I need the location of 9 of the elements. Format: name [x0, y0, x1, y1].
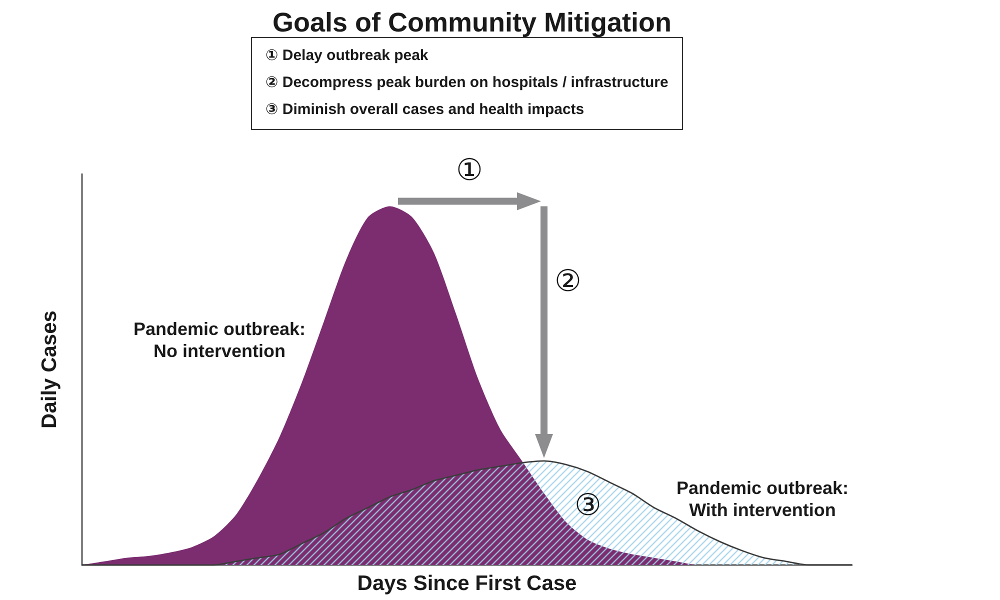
- series-label: Pandemic outbreak: No intervention: [132, 318, 307, 362]
- text: ①: [456, 153, 483, 188]
- text-frame: ① Delay outbreak peak ② Decompress peak burden on hospitals / infrastructure ③ Diminish overall cases and health impacts: [250, 37, 684, 130]
- annotation: ③: [574, 488, 602, 523]
- chart-title: Goals of Community Mitigation: [272, 8, 672, 38]
- annotation: ②: [554, 264, 582, 299]
- y-axis-title: Daily Cases: [38, 310, 61, 428]
- x-axis-title: Days Since First Case: [357, 572, 577, 595]
- series-label: Pandemic outbreak: With intervention: [675, 477, 850, 521]
